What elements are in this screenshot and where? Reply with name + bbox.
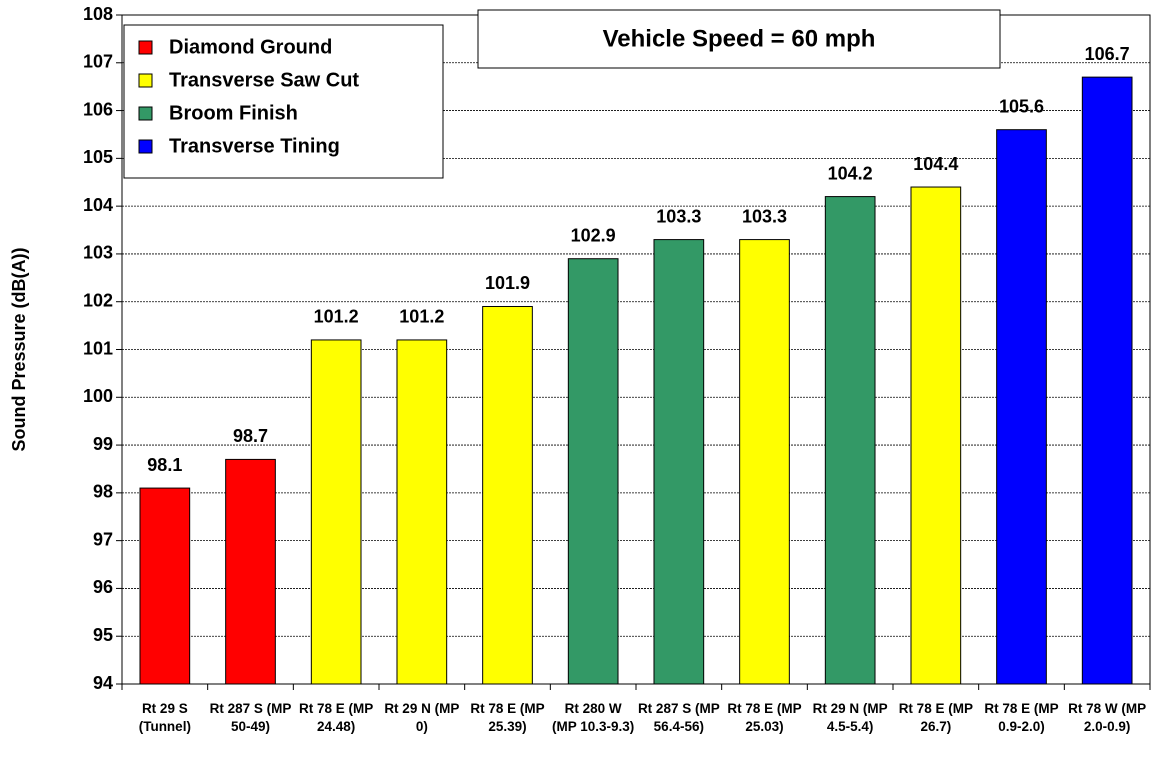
data-label: 103.3: [742, 206, 787, 226]
data-label: 101.9: [485, 273, 530, 293]
bar: [996, 129, 1047, 685]
legend-swatch: [138, 73, 153, 88]
y-tick-label: 107: [83, 52, 113, 72]
x-tick-label: Rt 78 E (MP 26.7): [898, 701, 973, 734]
legend-swatch: [138, 106, 153, 121]
y-tick-label: 97: [93, 529, 113, 549]
y-tick-label: 96: [93, 577, 113, 597]
legend-label: Diamond Ground: [169, 36, 332, 58]
bar: [310, 339, 362, 685]
bar: [225, 458, 276, 685]
bar: [739, 239, 790, 685]
bar: [396, 339, 448, 685]
y-tick-label: 102: [83, 290, 113, 310]
bar: [910, 186, 962, 685]
data-label: 101.2: [399, 307, 444, 327]
bar: [139, 487, 191, 685]
x-tick-label: Rt 78 E (MP 24.48): [299, 701, 374, 734]
y-tick-label: 94: [93, 673, 113, 693]
y-tick-label: 95: [93, 625, 113, 645]
data-label: 105.6: [999, 96, 1044, 116]
legend-swatch: [138, 40, 153, 55]
chart-title: Vehicle Speed = 60 mph: [603, 25, 876, 52]
legend-label: Transverse Tining: [169, 135, 340, 157]
legend-label: Transverse Saw Cut: [169, 69, 359, 91]
legend-label: Broom Finish: [169, 102, 298, 124]
data-label: 103.3: [656, 206, 701, 226]
x-tick-label: Rt 280 W (MP 10.3-9.3): [552, 701, 635, 734]
bar: [567, 258, 619, 685]
y-axis-label: Sound Pressure (dB(A)): [9, 247, 29, 451]
x-tick-label: Rt 287 S (MP 50-49): [209, 701, 292, 734]
data-label: 98.1: [147, 455, 182, 475]
x-tick-label: Rt 287 S (MP 56.4-56): [637, 701, 720, 734]
legend-swatch: [138, 139, 153, 154]
y-tick-label: 106: [83, 99, 113, 119]
bar: [1081, 76, 1133, 685]
data-label: 106.7: [1085, 44, 1130, 64]
title-box: [477, 9, 1001, 69]
data-label: 104.4: [913, 154, 958, 174]
bar: [482, 305, 533, 685]
x-tick-label: Rt 78 E (MP 25.03): [727, 701, 802, 734]
y-tick-label: 99: [93, 434, 113, 454]
bar: [824, 196, 876, 685]
data-label: 104.2: [828, 163, 873, 183]
x-tick-label: Rt 29 S (Tunnel): [138, 701, 191, 734]
data-label: 102.9: [571, 225, 616, 245]
x-tick-label: Rt 78 E (MP 25.39): [470, 701, 545, 734]
data-label: 98.7: [233, 426, 268, 446]
x-tick-label: Rt 29 N (MP 0): [384, 701, 460, 734]
y-tick-label: 98: [93, 482, 113, 502]
y-tick-label: 103: [83, 243, 113, 263]
y-tick-label: 104: [83, 195, 113, 215]
legend-box: [123, 24, 444, 179]
y-tick-label: 105: [83, 147, 113, 167]
x-tick-label: Rt 29 N (MP 4.5-5.4): [812, 701, 888, 734]
y-tick-label: 108: [83, 4, 113, 24]
x-tick-label: Rt 78 E (MP 0.9-2.0): [984, 701, 1059, 734]
x-tick-label: Rt 78 W (MP 2.0-0.9): [1068, 701, 1147, 734]
data-label: 101.2: [314, 307, 359, 327]
y-tick-label: 100: [83, 386, 113, 406]
y-tick-label: 101: [83, 338, 113, 358]
bar: [653, 239, 705, 685]
